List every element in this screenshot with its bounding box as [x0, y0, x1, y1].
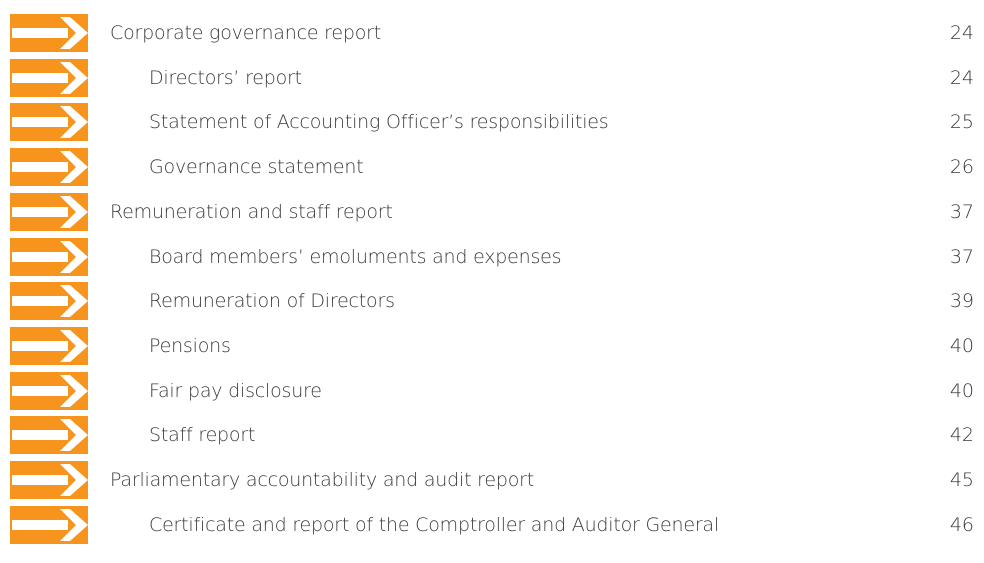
arrow-icon [10, 282, 88, 321]
page-number: 25 [949, 111, 974, 134]
toc-row: Fair pay disclosure 40 [0, 371, 984, 411]
arrow-icon [10, 103, 88, 142]
toc-row: Staff report 42 [0, 415, 984, 455]
toc-row: Remuneration of Directors 39 [0, 281, 984, 321]
arrow-icon [10, 371, 88, 410]
entry-title: Staff report [149, 424, 256, 447]
entry-title: Board members’ emoluments and expenses [149, 245, 562, 268]
entry-title: Fair pay disclosure [149, 379, 322, 402]
entry-title: Parliamentary accountability and audit r… [110, 469, 534, 491]
toc-row: Governance statement 26 [0, 147, 984, 187]
entry-title: Directors’ report [149, 66, 302, 89]
arrow-icon [10, 461, 88, 499]
toc-row: Directors’ report 24 [0, 58, 984, 98]
entry-title: Governance statement [149, 156, 364, 179]
entry-title: Remuneration of Directors [149, 290, 395, 313]
page-number: 46 [949, 513, 974, 536]
page-number: 24 [949, 66, 974, 89]
toc-row: Pensions 40 [0, 326, 984, 366]
arrow-icon [10, 326, 88, 365]
page-number: 42 [949, 424, 974, 447]
arrow-icon [10, 416, 88, 455]
entry-title: Certificate and report of the Comptrolle… [149, 513, 719, 536]
entry-title: Remuneration and staff report [110, 200, 393, 223]
arrow-icon [10, 14, 88, 52]
toc-row: Parliamentary accountability and audit r… [0, 460, 984, 500]
toc-row: Remuneration and staff report 37 [0, 192, 984, 232]
page-number: 26 [949, 156, 974, 179]
page-number: 40 [949, 334, 974, 357]
toc-row: Statement of Accounting Officer’s respon… [0, 102, 984, 142]
page-number: 45 [949, 469, 974, 491]
page-number: 24 [949, 22, 974, 44]
page-number: 40 [949, 379, 974, 402]
toc-row: Certificate and report of the Comptrolle… [0, 505, 984, 545]
arrow-icon [10, 148, 88, 187]
arrow-icon [10, 505, 88, 544]
toc-row: Corporate governance report 24 [0, 13, 984, 53]
arrow-icon [10, 58, 88, 97]
entry-title: Statement of Accounting Officer’s respon… [149, 111, 609, 134]
arrow-icon [10, 192, 88, 231]
arrow-icon [10, 237, 88, 276]
entry-title: Corporate governance report [110, 22, 381, 44]
toc-row: Board members’ emoluments and expenses 37 [0, 237, 984, 277]
page-number: 37 [949, 245, 974, 268]
entry-title: Pensions [149, 334, 231, 357]
page-number: 39 [949, 290, 974, 313]
page-number: 37 [949, 200, 974, 223]
